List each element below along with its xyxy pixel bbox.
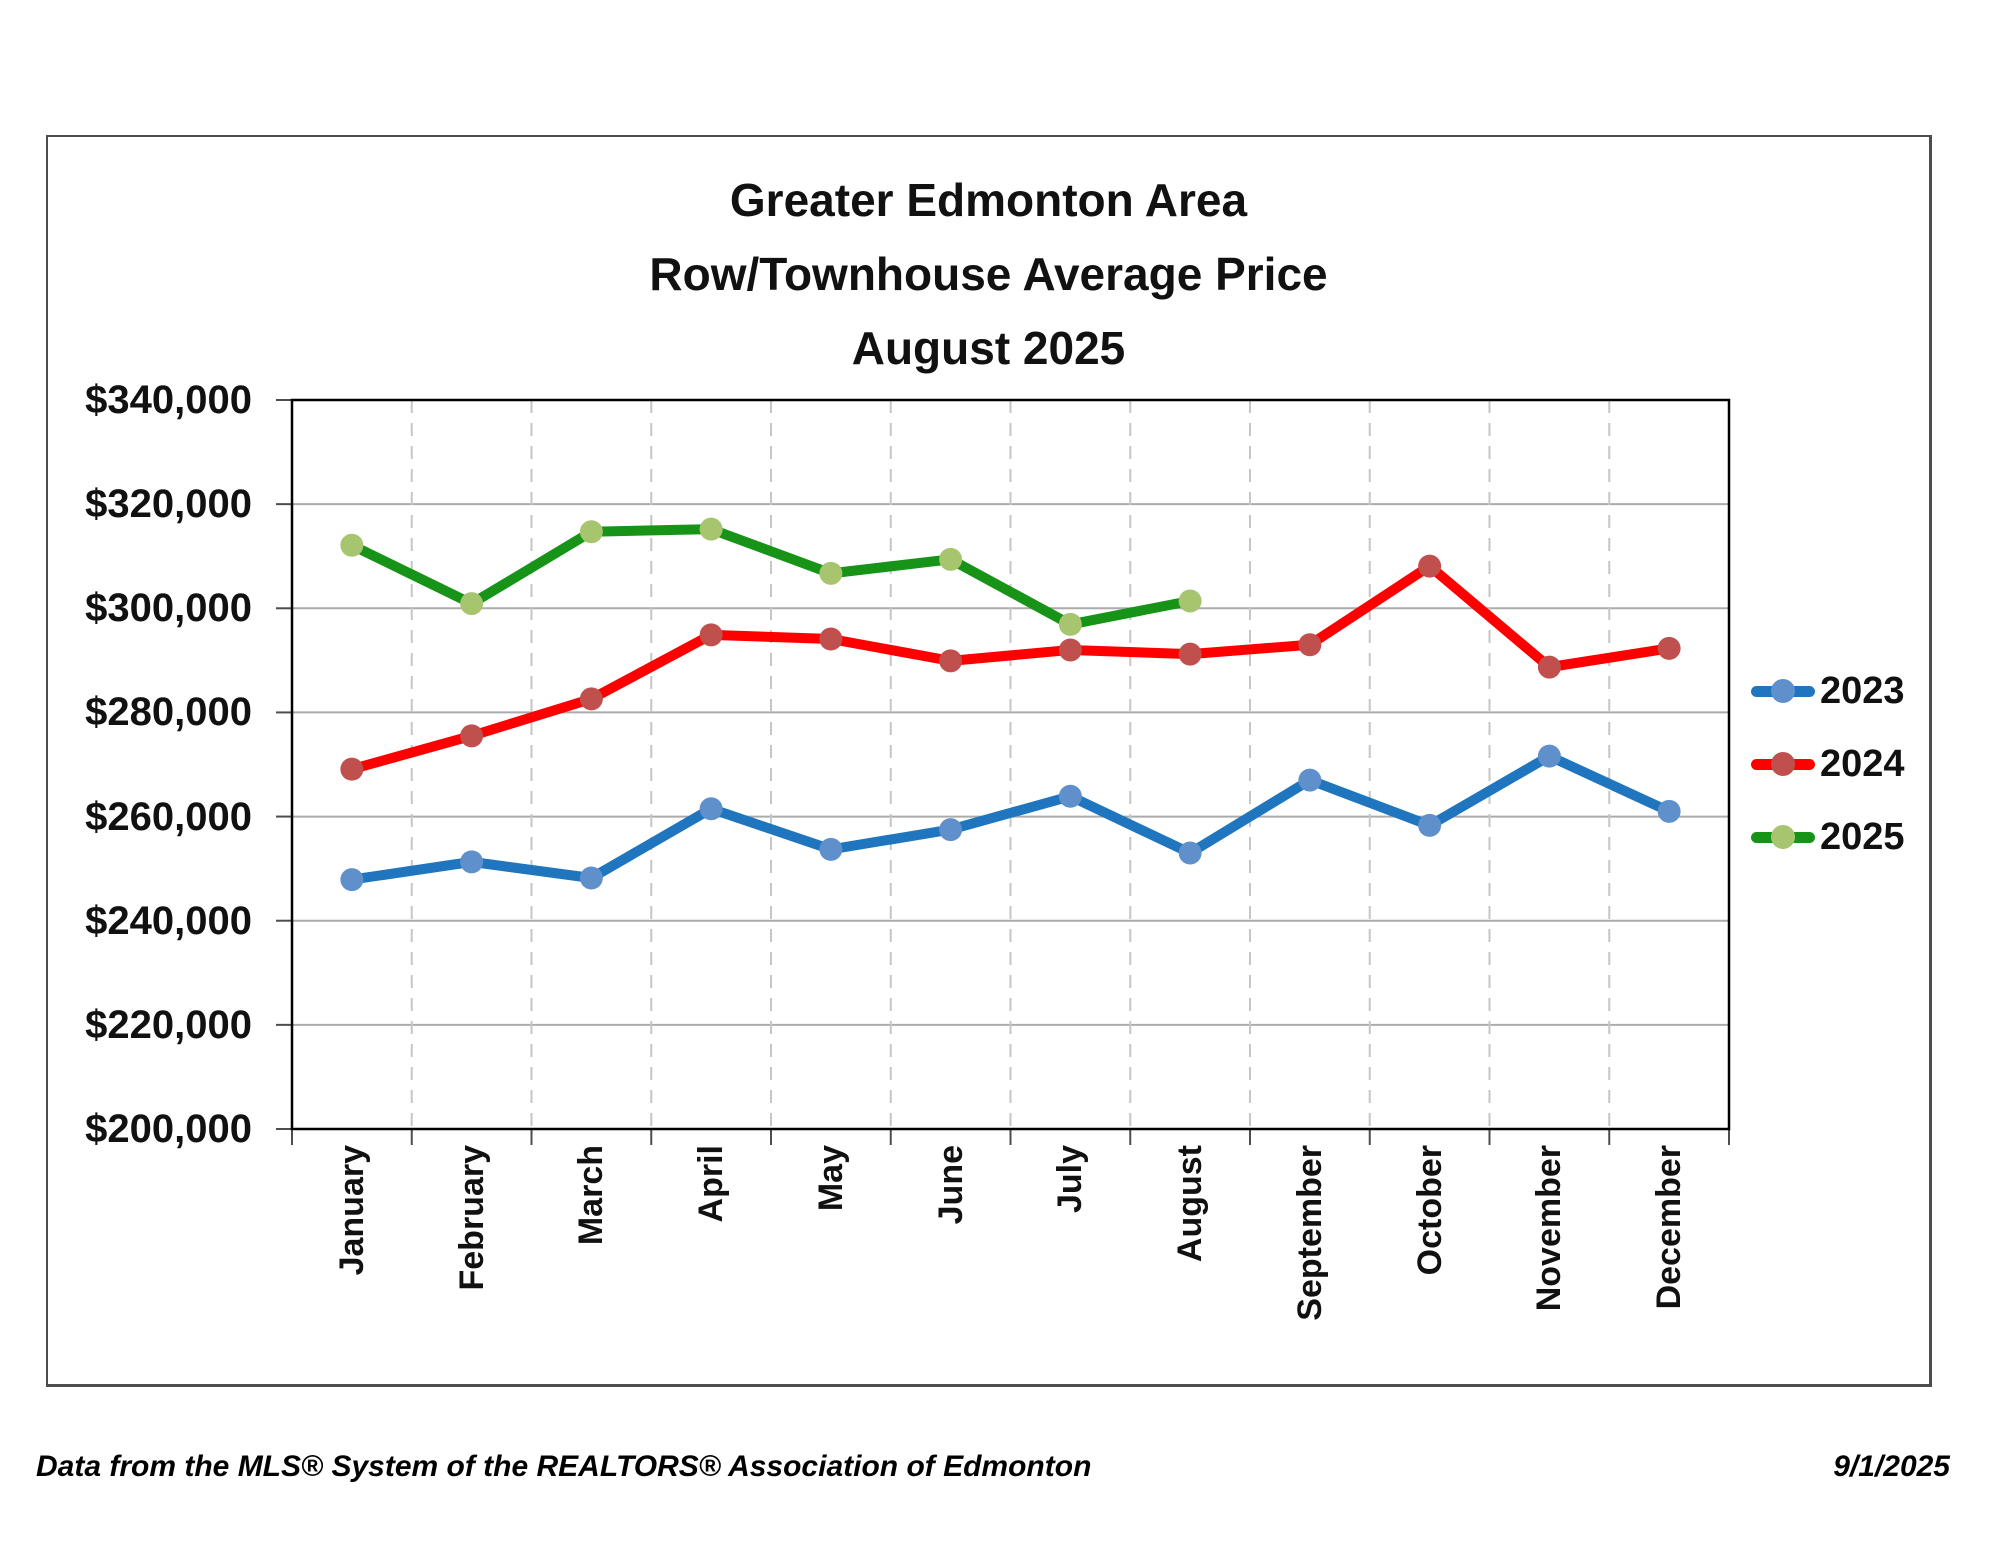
series-line-2023 <box>346 751 1675 885</box>
data-point-2024-March <box>579 687 603 711</box>
y-axis-label: $300,000 <box>85 586 252 631</box>
data-point-2023-February <box>460 850 484 874</box>
x-axis-label-October: October <box>1410 1145 1449 1276</box>
data-point-2024-May <box>819 627 843 651</box>
x-axis-label-January: January <box>332 1145 371 1276</box>
data-point-2023-October <box>1418 813 1442 837</box>
footer-date: 9/1/2025 <box>1833 1450 1950 1483</box>
data-point-2024-December <box>1657 636 1681 660</box>
legend-item-2025: 2025 <box>1751 814 1905 860</box>
data-point-2025-March <box>579 520 603 544</box>
chart-title-line-2: Row/Townhouse Average Price <box>649 248 1328 300</box>
legend-item-2024: 2024 <box>1751 741 1905 787</box>
data-point-2023-November <box>1537 744 1561 768</box>
data-point-2023-December <box>1657 799 1681 823</box>
legend-line-sample-2025 <box>1751 825 1815 849</box>
data-point-2025-April <box>699 517 723 541</box>
y-axis-label: $200,000 <box>85 1107 252 1151</box>
plot-area <box>276 398 1731 1145</box>
data-point-2023-July <box>1058 784 1082 808</box>
series-line-2024 <box>346 561 1675 775</box>
y-axis-label: $260,000 <box>85 794 252 839</box>
data-point-2023-January <box>340 868 364 892</box>
legend-marker-icon <box>1771 752 1795 776</box>
x-axis-label-December: December <box>1650 1145 1689 1310</box>
legend: 2023 2024 2025 <box>1751 668 1905 860</box>
legend-item-2023: 2023 <box>1751 668 1905 714</box>
data-point-2024-November <box>1537 655 1561 679</box>
data-point-2023-June <box>939 818 963 842</box>
data-point-2023-September <box>1298 768 1322 792</box>
data-point-2025-July <box>1058 612 1082 636</box>
x-axis-label-June: June <box>931 1145 970 1225</box>
data-point-2024-April <box>699 623 723 647</box>
x-axis-label-November: November <box>1530 1145 1569 1312</box>
y-axis-label: $240,000 <box>85 898 252 943</box>
footer-source-text: Data from the MLS® System of the REALTOR… <box>36 1450 1092 1483</box>
data-point-2025-May <box>819 561 843 585</box>
data-point-2023-August <box>1178 841 1202 865</box>
x-axis-label-July: July <box>1051 1145 1090 1214</box>
legend-label-2023: 2023 <box>1820 669 1905 712</box>
data-point-2024-September <box>1298 633 1322 657</box>
data-point-2023-March <box>579 866 603 890</box>
y-axis-label: $280,000 <box>85 690 252 735</box>
x-axis-label-February: February <box>452 1145 491 1291</box>
data-point-2023-May <box>819 837 843 861</box>
series-line-2025 <box>346 524 1196 630</box>
legend-label-2025: 2025 <box>1820 815 1905 858</box>
chart-title: Greater Edmonton Area Row/Townhouse Aver… <box>48 163 1929 385</box>
y-axis-label: $320,000 <box>85 482 252 527</box>
chart-frame: Greater Edmonton Area Row/Townhouse Aver… <box>46 135 1932 1387</box>
legend-label-2024: 2024 <box>1820 742 1905 785</box>
y-axis-label: $220,000 <box>85 1002 252 1047</box>
chart-title-line-3: August 2025 <box>851 322 1126 374</box>
data-point-2024-February <box>460 724 484 748</box>
data-point-2025-January <box>340 533 364 557</box>
x-axis-label-August: August <box>1171 1145 1210 1263</box>
data-point-2024-July <box>1058 638 1082 662</box>
data-point-2024-January <box>340 757 364 781</box>
data-point-2024-October <box>1418 554 1442 578</box>
y-axis-label: $340,000 <box>85 378 252 422</box>
plot-border <box>290 398 1731 1131</box>
legend-marker-icon <box>1771 825 1795 849</box>
legend-line-sample-2023 <box>1751 679 1815 703</box>
data-point-2025-June <box>939 547 963 571</box>
x-axis-label-September: September <box>1290 1145 1329 1321</box>
legend-marker-icon <box>1771 679 1795 703</box>
data-point-2024-August <box>1178 642 1202 666</box>
x-axis-label-May: May <box>811 1145 850 1212</box>
data-point-2024-June <box>939 649 963 673</box>
data-point-2025-August <box>1178 589 1202 613</box>
legend-line-sample-2024 <box>1751 752 1815 776</box>
data-point-2025-February <box>460 592 484 616</box>
x-axis-label-March: March <box>572 1145 611 1246</box>
data-point-2023-April <box>699 797 723 821</box>
x-axis-label-April: April <box>692 1145 731 1223</box>
chart-title-line-1: Greater Edmonton Area <box>729 174 1248 226</box>
